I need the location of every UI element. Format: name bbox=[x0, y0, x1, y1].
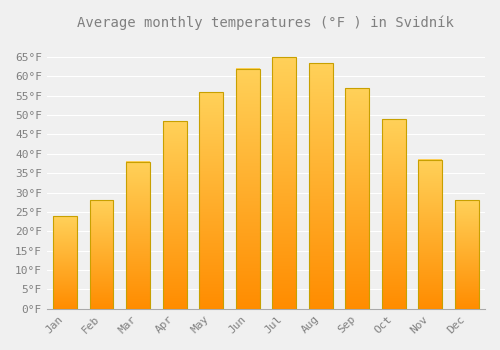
Bar bbox=[346, 88, 369, 309]
Bar bbox=[54, 216, 77, 309]
Bar bbox=[163, 121, 186, 309]
Bar bbox=[200, 92, 223, 309]
Bar bbox=[418, 160, 442, 309]
Bar bbox=[90, 200, 114, 309]
Bar bbox=[272, 57, 296, 309]
Bar bbox=[309, 63, 332, 309]
Bar bbox=[236, 69, 260, 309]
Title: Average monthly temperatures (°F ) in Svidník: Average monthly temperatures (°F ) in Sv… bbox=[78, 15, 454, 29]
Bar bbox=[382, 119, 406, 309]
Bar bbox=[455, 200, 478, 309]
Bar bbox=[126, 162, 150, 309]
